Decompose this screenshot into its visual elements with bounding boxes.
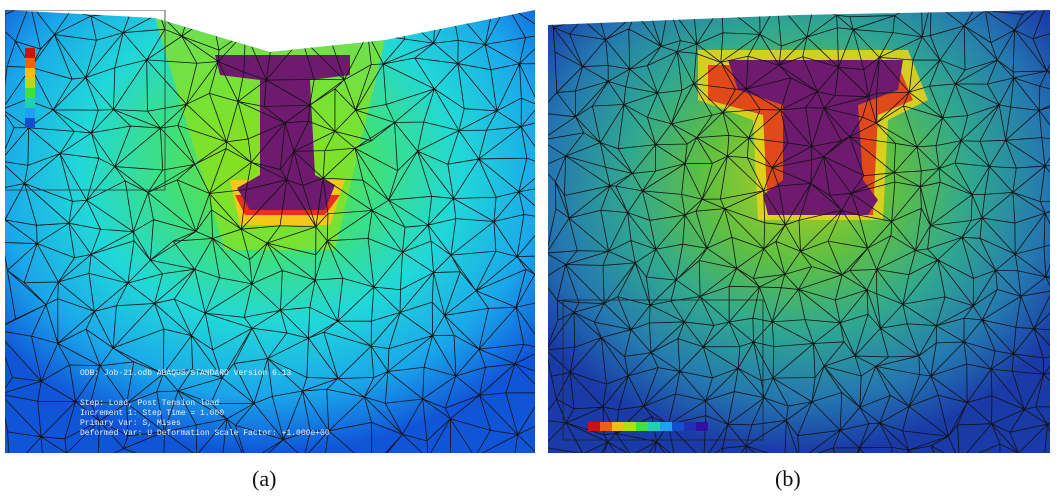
legend-swatch — [612, 422, 624, 431]
panel-a-image: ODB: Job-21.odb ABAQUS/STANDARD Version … — [5, 10, 535, 453]
legend-swatch — [696, 422, 708, 431]
annotation: Step: Load, Post Tension load — [80, 399, 219, 408]
legend-bar — [25, 48, 35, 128]
legend-swatch — [672, 422, 684, 431]
legend-swatch — [600, 422, 612, 431]
legend-swatch — [660, 422, 672, 431]
legend-swatch — [636, 422, 648, 431]
annotation: Increment 1: Step Time = 1.000 — [80, 409, 224, 418]
legend-swatch — [648, 422, 660, 431]
panel-b-image — [548, 10, 1050, 453]
annotation: ODB: Job-21.odb ABAQUS/STANDARD Version … — [80, 369, 291, 378]
legend-swatch — [588, 422, 600, 431]
figure: ODB: Job-21.odb ABAQUS/STANDARD Version … — [0, 0, 1057, 497]
legend-swatch — [624, 422, 636, 431]
legend-bar — [588, 422, 708, 431]
caption: (a) — [252, 466, 276, 492]
legend-swatch — [684, 422, 696, 431]
annotation: Primary Var: S, Mises — [80, 419, 181, 428]
annotation: Deformed Var: U Deformation Scale Factor… — [80, 429, 330, 438]
caption: (b) — [775, 466, 801, 492]
